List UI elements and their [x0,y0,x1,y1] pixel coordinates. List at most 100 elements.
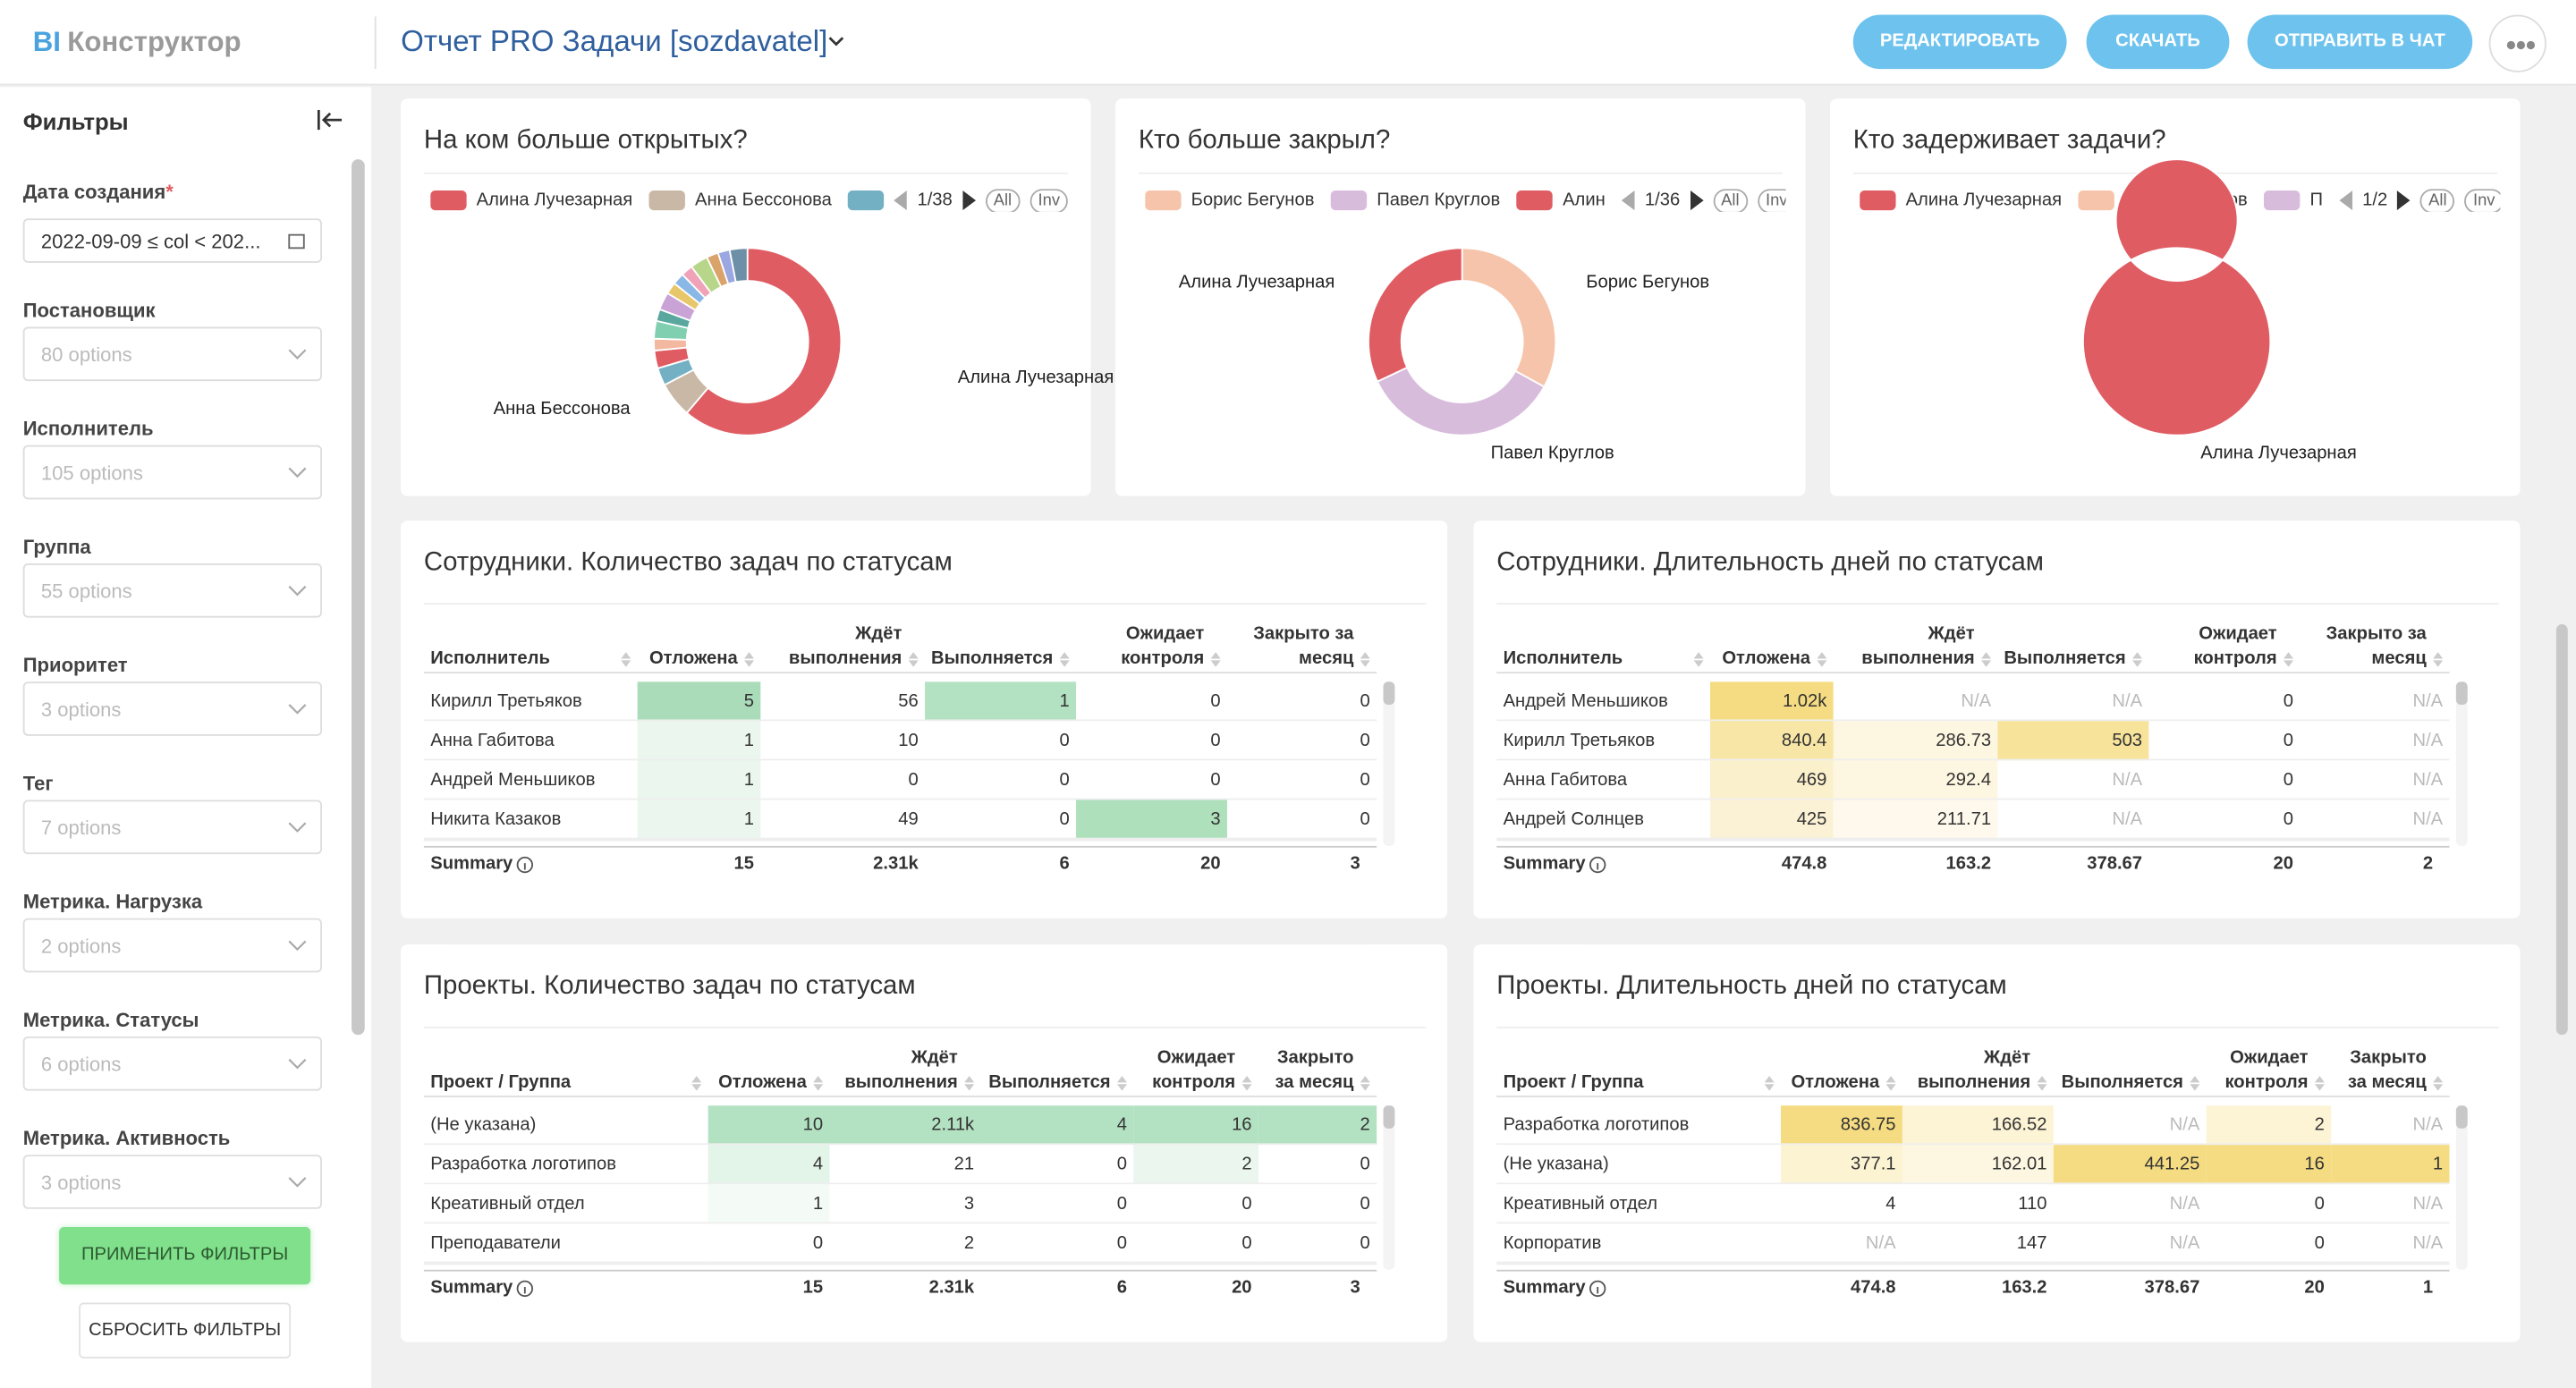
column-header[interactable]: Отложена [1710,613,1834,672]
header-button[interactable]: РЕДАКТИРОВАТЬ [1852,14,2067,70]
apply-button[interactable]: ПРИМЕНИТЬ ФИЛЬТРЫ [59,1227,311,1285]
table-cell: N/A [2300,800,2450,840]
filter-input[interactable]: 55 options [22,563,322,618]
donut-slice [2082,158,2272,436]
table-cell: 0 [2206,1223,2332,1264]
column-header[interactable]: Ожидает контроля [1076,613,1227,672]
table-cell: N/A [2331,1105,2450,1146]
header-button[interactable]: ОТПРАВИТЬ В ЧАТ [2247,14,2473,70]
column-header[interactable]: Ждёт выполнения [830,1037,981,1096]
slice-label: Борис Бегунов [1586,272,1710,292]
filter-input[interactable]: 105 options [22,444,322,500]
column-header[interactable]: Закрыто за месяц [1258,1037,1377,1096]
sort-up [2433,1076,2444,1083]
icon [288,1058,307,1070]
column-header[interactable]: Выполняется [925,613,1076,672]
sort-down [2037,1084,2047,1091]
legend-toggle[interactable]: Inv [1030,189,1069,212]
filter-label: Метрика. Статусы [22,1008,199,1032]
table-cell: N/A [1833,681,1998,722]
sort-icon [1241,1076,1252,1091]
column-header[interactable]: Ожидает контроля [1133,1037,1258,1096]
legend-label: П [2309,190,2324,211]
filter-input[interactable]: 2022-09-09 ≤ col < 202... [22,218,322,263]
dot [2506,40,2515,50]
column-header[interactable]: Выполняется [981,1037,1134,1096]
legend-toggle[interactable]: All [2419,189,2455,212]
filter-label: Метрика. Нагрузка [22,890,203,914]
legend-toggle[interactable]: All [1712,189,1748,212]
table-cell: 0 [1133,1184,1258,1224]
summary-value: 2.31k [873,854,919,875]
reset-button[interactable]: СБРОСИТЬ ФИЛЬТРЫ [79,1302,292,1358]
filter-input[interactable]: 2 options [22,918,322,973]
legend-arrow[interactable] [962,190,976,211]
arrow [2397,190,2411,211]
legend-swatch [430,190,467,211]
column-header[interactable]: Проект / Группа [1496,1037,1781,1096]
slice-label: Алина Лучезарная [1178,272,1335,292]
column-header[interactable]: Отложена [708,1037,830,1096]
column-header[interactable]: Отложена [638,613,761,672]
legend-arrow[interactable] [2397,190,2411,211]
column-header[interactable]: Исполнитель [424,613,638,672]
sort-icon [1817,652,1827,667]
table-cell: 0 [1258,1184,1377,1224]
legend-arrow[interactable] [1622,190,1635,211]
column-header[interactable]: Проект / Группа [424,1037,708,1096]
more-button[interactable] [2488,14,2546,72]
arrow [1622,190,1635,211]
sort-down [2433,660,2444,667]
column-header[interactable]: Ждёт выполнения [760,613,925,672]
table-body: (Не указана) 10 2.11k 4 16 2 Разработка логоти… [401,1105,1447,1270]
title-chevron [828,37,844,47]
column-header[interactable]: Выполняется [1997,613,2148,672]
table-cell: 286.73 [1833,721,1998,761]
table-cell: 16 [2206,1145,2332,1185]
column-header[interactable]: Ожидает контроля [2148,613,2300,672]
legend-arrow[interactable] [2339,190,2353,211]
summary-value: 3 [1350,854,1360,875]
sort-down [1885,1084,1896,1091]
column-header[interactable]: Ожидает контроля [2207,1037,2332,1096]
column-header[interactable]: Исполнитель [1496,613,1710,672]
header-button[interactable]: СКАЧАТЬ [2086,14,2230,70]
sort-up [1210,652,1221,659]
table-panel: Сотрудники. Длительность дней по статуса… [1473,520,2521,918]
column-header[interactable]: Ждёт выполнения [1834,613,1998,672]
filter-input[interactable]: 6 options [22,1036,322,1091]
table-cell: Андрей Меньшиков [1496,681,1711,722]
table-cell: 0 [1227,681,1377,722]
legend-arrow[interactable] [1690,190,1703,211]
logo-text: Конструктор [67,26,242,58]
sort-down [1059,660,1070,667]
column-header[interactable]: Ждёт выполнения [1902,1037,2054,1096]
required-mark: * [165,181,174,204]
sort-up [621,652,631,659]
sort-icon [1360,1076,1370,1091]
filter-input[interactable]: 7 options [22,800,322,855]
sort-icon [691,1076,702,1091]
column-header[interactable]: Отложена [1781,1037,1902,1096]
column-header[interactable]: Выполняется [2054,1037,2207,1096]
sort-up [1360,652,1370,659]
table-cell: N/A [1997,800,2149,840]
sort-icon [1116,1076,1127,1091]
legend-toggle[interactable]: Inv [1757,189,1786,212]
sort-icon [908,652,919,667]
legend-arrow[interactable] [894,190,908,211]
info-icon [1589,856,1606,874]
filter-input[interactable]: 3 options [22,681,322,736]
summary-value: 378.67 [2087,854,2143,875]
column-header[interactable]: Закрыто за месяц [1227,613,1377,672]
legend-toggle[interactable]: All [985,189,1021,212]
legend-label: Алин [1563,190,1606,211]
filter-input[interactable]: 3 options [22,1155,322,1209]
legend-toggle[interactable]: Inv [2464,189,2501,212]
filter-input[interactable]: 80 options [22,326,322,382]
column-header[interactable]: Закрыто за месяц [2331,1037,2449,1096]
row-border [1496,839,2450,842]
summary-divider [423,1269,1377,1272]
column-header[interactable]: Закрыто за месяц [2300,613,2449,672]
table-cell: 0 [708,1223,830,1264]
